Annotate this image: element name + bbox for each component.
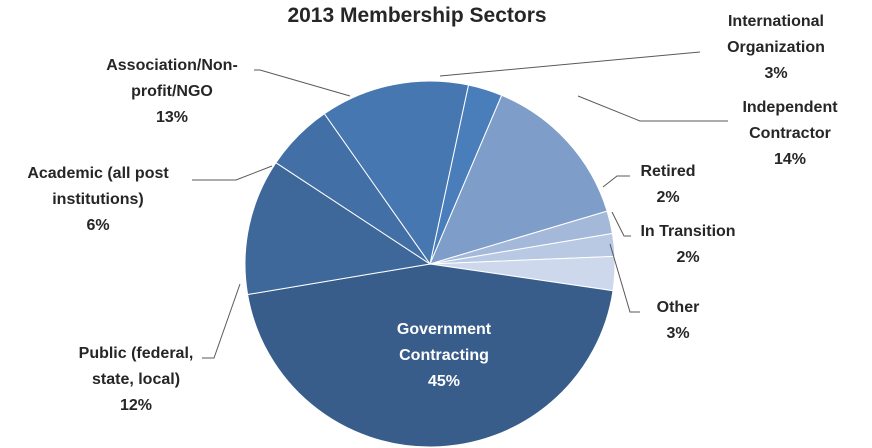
slice-percent: 2% — [676, 249, 699, 266]
slice-label-1: International Organization 3% — [727, 13, 825, 82]
leader-line-8 — [192, 165, 273, 181]
slice-name-line: Retired — [640, 163, 695, 180]
leader-line-3 — [602, 175, 630, 188]
leader-line-4 — [611, 211, 631, 237]
leader-line-7 — [202, 283, 241, 359]
slice-name-line: Organization — [727, 39, 825, 56]
slice-percent: 12% — [120, 397, 152, 414]
slice-label-4: In Transition 2% — [640, 223, 735, 266]
slice-name-line: state, local) — [92, 371, 180, 388]
slice-label-2: Independent Contractor 14% — [742, 99, 838, 168]
pie-slice-9 — [323, 80, 470, 266]
pie-slice-7 — [244, 162, 432, 296]
slice-name-line: Contracting — [399, 347, 489, 364]
slice-label-9: Association/Non-profit/NGO 13% — [106, 57, 238, 126]
slice-label-8: Academic (all post institutions) 6% — [27, 165, 169, 234]
slice-name-line: Academic (all post — [27, 165, 169, 182]
leader-line-1 — [439, 51, 701, 77]
slice-name-line: Independent — [742, 99, 838, 116]
slice-name-line: In Transition — [640, 223, 735, 240]
chart-title: 2013 Membership Sectors — [287, 4, 546, 27]
slice-percent: 13% — [156, 109, 188, 126]
slice-percent: 6% — [86, 217, 109, 234]
slice-label-3: Retired 2% — [640, 163, 695, 206]
pie-slice-6 — [247, 263, 614, 448]
slice-percent: 45% — [428, 373, 460, 390]
slice-name-line: institutions) — [52, 191, 144, 208]
slice-percent: 3% — [666, 325, 689, 342]
slice-name-line: Contractor — [749, 125, 831, 142]
slice-percent: 14% — [774, 151, 806, 168]
slice-name-line: International — [728, 13, 824, 30]
slice-label-7: Public (federal, state, local) 12% — [79, 345, 194, 414]
slice-name-line: Other — [657, 299, 700, 316]
slice-name-line: profit/NGO — [131, 83, 213, 100]
slice-name-line: Government — [397, 321, 492, 338]
slice-name-line: Association/Non- — [106, 57, 238, 74]
slice-label-5: Other 3% — [657, 299, 700, 342]
leader-line-5 — [609, 243, 640, 313]
leader-line-9 — [254, 69, 351, 97]
slice-percent: 2% — [656, 189, 679, 206]
slice-percent: 3% — [764, 65, 787, 82]
slice-name-line: Public (federal, — [79, 345, 194, 362]
slice-label-6: Government Contracting 45% — [397, 321, 492, 390]
pie-slice-2 — [429, 94, 608, 265]
leader-line-2 — [577, 95, 728, 122]
